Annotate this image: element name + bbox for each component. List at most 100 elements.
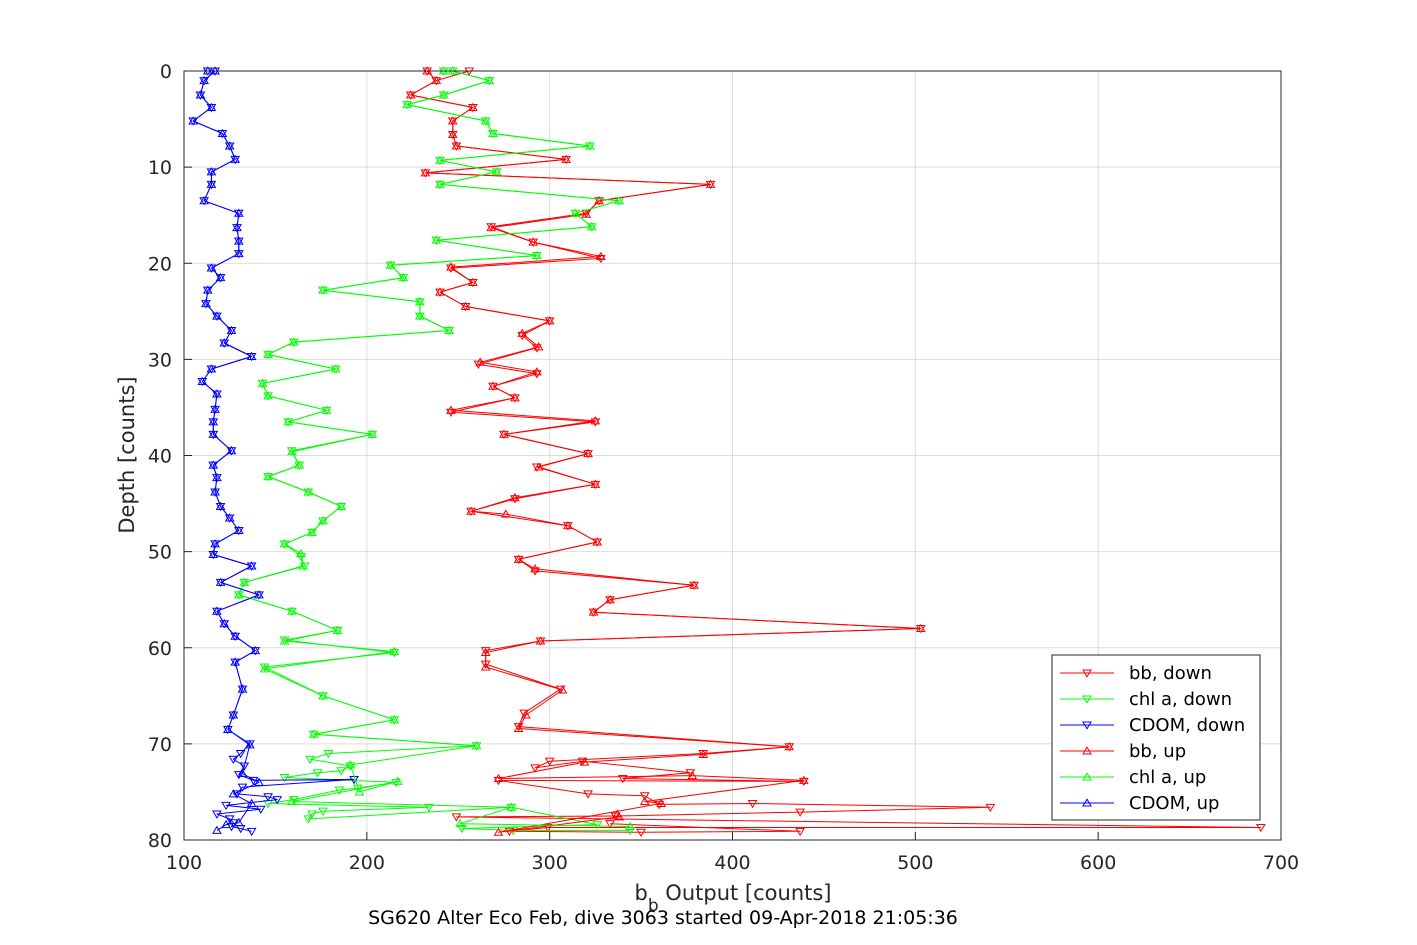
- data-point: [318, 807, 328, 816]
- data-point: [199, 75, 209, 85]
- x-tick-label: 700: [1263, 852, 1299, 874]
- data-point: [233, 525, 244, 534]
- data-point: [480, 116, 491, 125]
- data-point: [354, 787, 365, 796]
- data-point: [798, 777, 809, 787]
- y-tick: 0: [160, 61, 172, 83]
- data-point: [656, 798, 667, 807]
- data-point: [457, 824, 467, 834]
- data-point: [475, 357, 486, 366]
- y-tick: 20: [148, 253, 172, 275]
- data-point: [590, 416, 601, 425]
- data-point: [431, 235, 442, 244]
- y-tick: 80: [148, 830, 172, 852]
- data-point: [286, 796, 297, 806]
- data-point: [530, 564, 540, 573]
- x-tick: 600: [1080, 852, 1116, 874]
- series-cdom-up: [188, 66, 264, 834]
- data-point: [233, 236, 244, 245]
- data-point: [795, 827, 806, 837]
- legend-entry-cdom-up: CDOM, up: [1060, 793, 1219, 814]
- data-point: [486, 222, 497, 232]
- data-point: [420, 168, 431, 177]
- data-point: [188, 116, 199, 125]
- data-point: [513, 554, 524, 563]
- data-point: [424, 803, 434, 813]
- data-point: [563, 520, 573, 530]
- x-tick-label: 200: [349, 852, 385, 874]
- data-point: [212, 311, 222, 320]
- data-point: [235, 749, 246, 759]
- data-point: [210, 487, 220, 496]
- data-point: [279, 774, 290, 783]
- data-point: [286, 446, 297, 456]
- x-tick-label: 100: [166, 852, 202, 874]
- data-point: [199, 195, 209, 205]
- data-point: [303, 815, 314, 824]
- data-point: [263, 471, 273, 481]
- data-point: [208, 417, 219, 426]
- y-tick-label: 0: [160, 61, 172, 83]
- legend-label: bb, up: [1129, 741, 1186, 762]
- x-tick-label: 600: [1080, 852, 1116, 874]
- data-point: [592, 537, 603, 546]
- data-point: [414, 311, 425, 320]
- axis-ticks: 100 200 300 400 500 600 700 0 10 20 30 40 50 60 70 80: [148, 61, 1299, 874]
- data-point: [206, 167, 217, 176]
- data-point: [288, 796, 299, 805]
- data-point: [334, 786, 345, 795]
- data-point: [345, 762, 356, 771]
- data-point: [221, 801, 231, 811]
- data-point: [451, 141, 462, 150]
- data-point: [444, 325, 454, 335]
- data-point: [747, 799, 758, 809]
- data-point: [212, 810, 222, 819]
- data-point: [625, 821, 635, 831]
- data-point: [500, 509, 511, 518]
- data-point: [208, 460, 219, 469]
- data-point: [237, 783, 248, 792]
- legend-box: [1051, 654, 1261, 821]
- data-point: [447, 129, 458, 138]
- legend-label: CDOM, up: [1129, 793, 1219, 814]
- data-point: [689, 580, 699, 589]
- data-point: [296, 548, 306, 558]
- x-tick: 500: [897, 852, 933, 874]
- data-point: [431, 75, 442, 85]
- data-point: [259, 664, 270, 673]
- data-point: [206, 364, 217, 373]
- data-point: [614, 195, 625, 205]
- data-point: [533, 342, 544, 351]
- data-point: [594, 195, 604, 205]
- data-point: [246, 827, 257, 837]
- legend-swatch-marker: [1082, 695, 1092, 704]
- data-point: [345, 760, 356, 769]
- data-point: [510, 493, 520, 502]
- data-point: [544, 316, 555, 325]
- series-line: [238, 70, 631, 827]
- data-point: [254, 777, 264, 786]
- x-tick: 300: [532, 852, 568, 874]
- x-axis-label-subscript: b: [648, 896, 659, 916]
- data-point: [212, 472, 222, 482]
- y-tick-label: 40: [148, 446, 172, 468]
- data-point: [308, 729, 319, 738]
- y-tick: 40: [148, 446, 172, 468]
- y-tick-label: 50: [148, 542, 172, 564]
- data-point: [255, 805, 266, 815]
- data-point: [471, 741, 482, 750]
- data-point: [233, 248, 244, 258]
- data-point: [212, 389, 222, 398]
- data-point: [323, 749, 334, 759]
- data-point: [798, 775, 809, 784]
- data-point: [389, 646, 400, 656]
- data-point: [246, 561, 257, 570]
- data-point: [233, 590, 244, 599]
- data-point: [581, 209, 592, 218]
- data-point: [583, 448, 593, 458]
- data-point: [219, 618, 230, 628]
- data-point: [279, 539, 290, 548]
- data-point: [521, 710, 531, 719]
- x-tick-label: 300: [532, 852, 568, 874]
- data-point: [294, 460, 305, 469]
